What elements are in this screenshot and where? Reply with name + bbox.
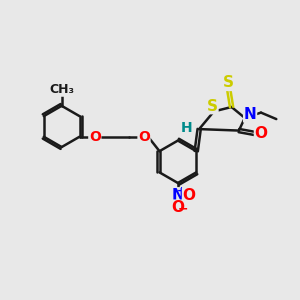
Text: N: N bbox=[172, 188, 184, 203]
Text: N: N bbox=[244, 107, 256, 122]
Text: S: S bbox=[207, 99, 218, 114]
Text: O: O bbox=[89, 130, 101, 144]
Text: H: H bbox=[181, 121, 193, 135]
Text: S: S bbox=[223, 75, 234, 90]
Text: O: O bbox=[254, 126, 268, 141]
Text: O: O bbox=[138, 130, 150, 144]
Text: O: O bbox=[182, 188, 196, 203]
Text: O: O bbox=[171, 200, 184, 215]
Text: +: + bbox=[177, 186, 187, 196]
Text: −: − bbox=[178, 203, 188, 216]
Text: CH₃: CH₃ bbox=[49, 83, 74, 96]
